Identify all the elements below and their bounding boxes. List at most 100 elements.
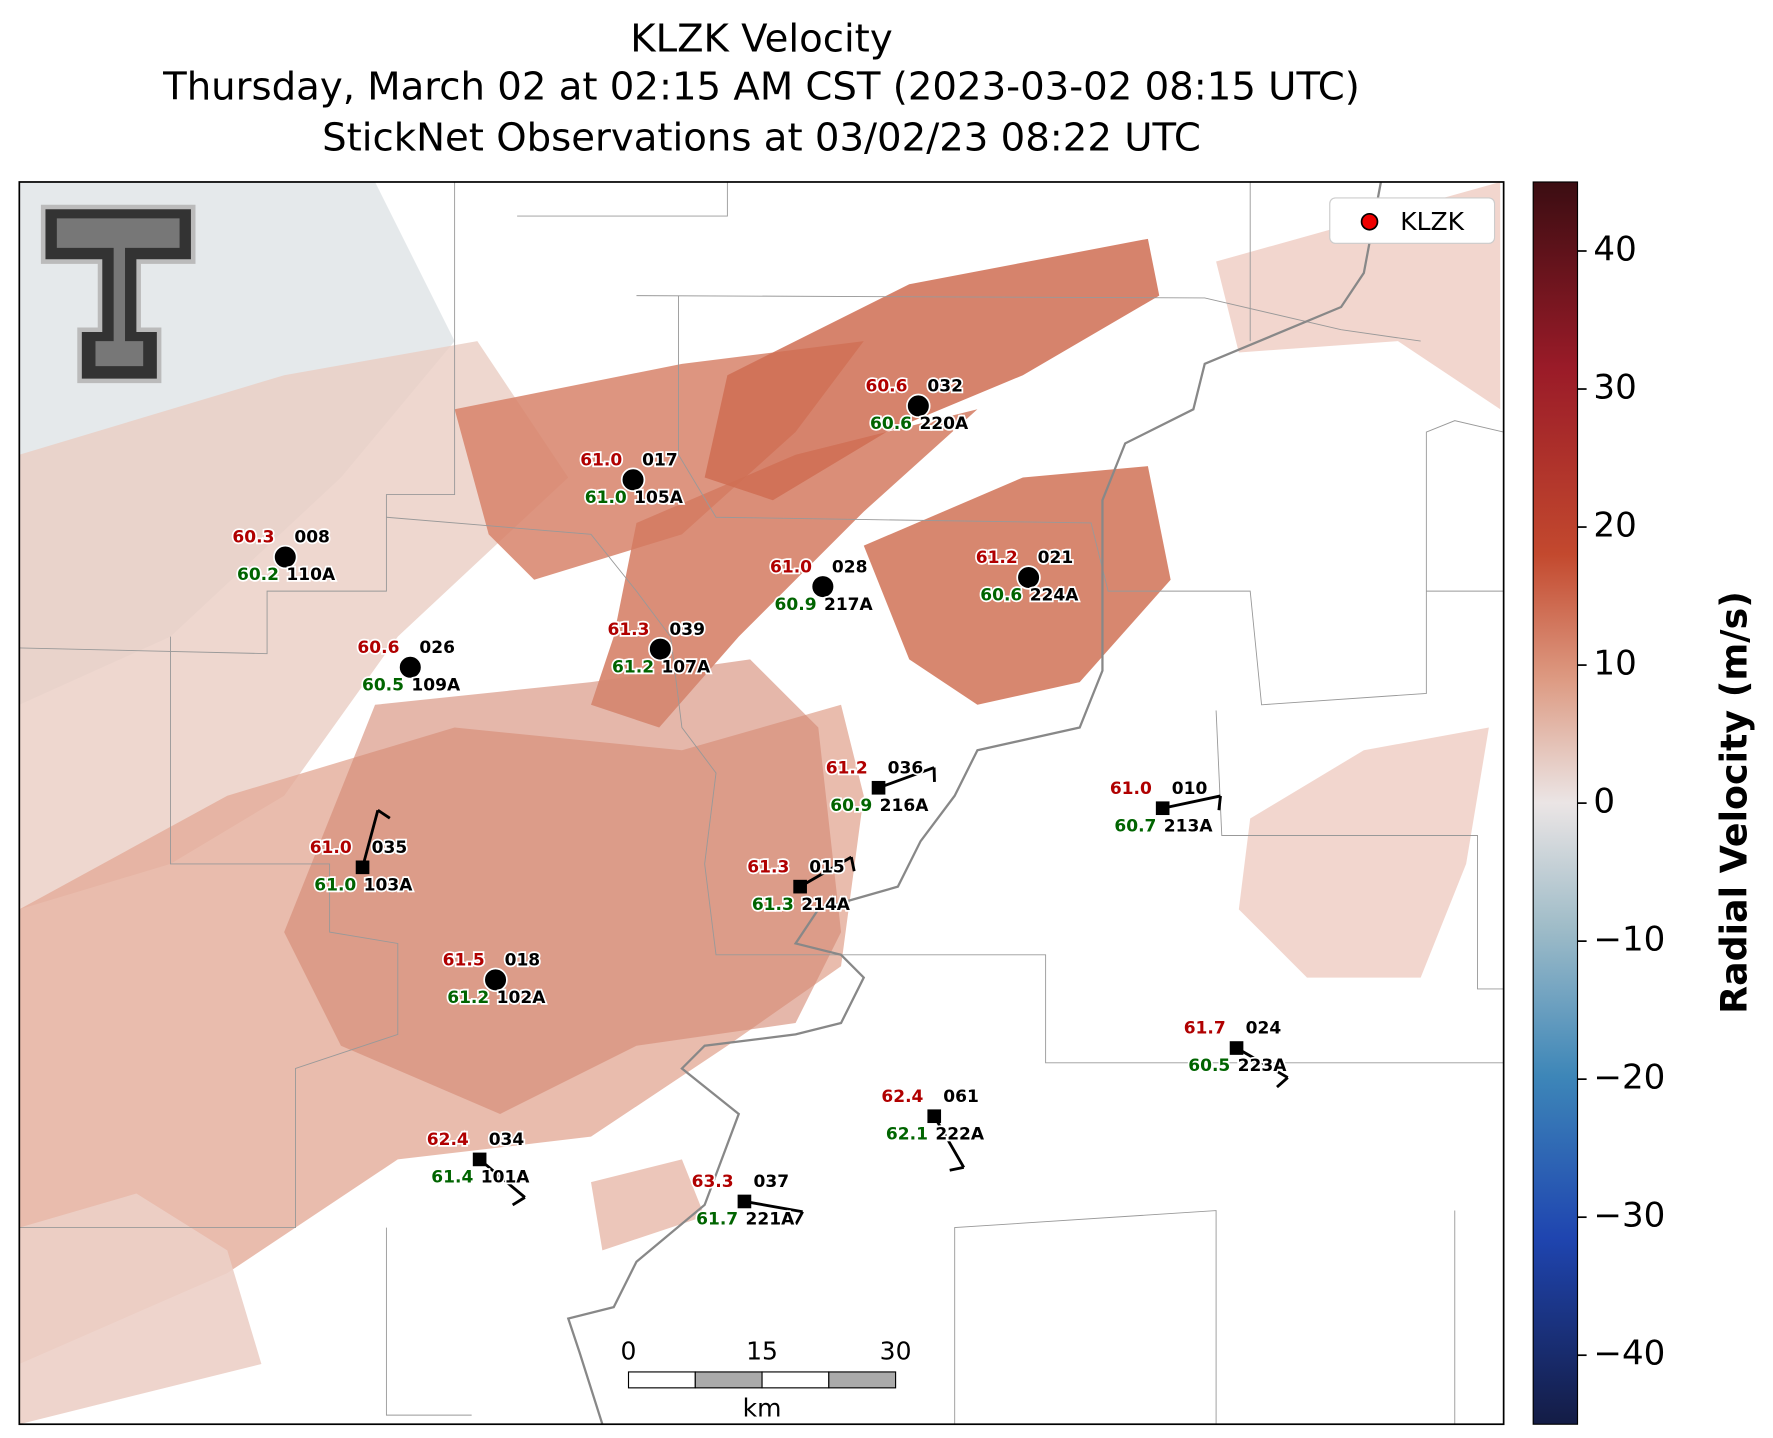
colorbar bbox=[1532, 181, 1579, 1425]
scale-bar: 0 15 30 km bbox=[621, 1337, 912, 1423]
station-red-value: 61.0 bbox=[580, 450, 622, 470]
station-green-value: 60.5 bbox=[1188, 1056, 1230, 1076]
station-green-value: 62.1 bbox=[886, 1124, 928, 1144]
station-code: 037 bbox=[754, 1172, 790, 1192]
subtitle: Thursday, March 02 at 02:15 AM CST (2023… bbox=[162, 64, 1360, 109]
station-red-value: 60.3 bbox=[232, 528, 274, 548]
station-marker bbox=[737, 1194, 752, 1209]
station-id: 110A bbox=[286, 565, 336, 585]
station-id: 224A bbox=[1030, 586, 1080, 606]
station-code: 028 bbox=[832, 557, 868, 577]
station-code: 034 bbox=[489, 1130, 525, 1150]
station-code: 008 bbox=[294, 528, 330, 548]
station-marker bbox=[906, 393, 931, 419]
station-code: 024 bbox=[1246, 1019, 1282, 1039]
colorbar-label: Radial Velocity (m/s) bbox=[1713, 591, 1756, 1014]
wind-barb-flag bbox=[794, 1211, 804, 1226]
station-red-value: 61.2 bbox=[976, 548, 1018, 568]
legend-marker bbox=[1360, 212, 1379, 231]
station-id: 221A bbox=[746, 1210, 796, 1230]
station-marker bbox=[398, 655, 423, 680]
station-code: 021 bbox=[1038, 548, 1074, 568]
station-id: 220A bbox=[919, 414, 969, 434]
station-code: 032 bbox=[927, 377, 963, 397]
station-green-value: 61.0 bbox=[585, 488, 627, 508]
station-id: 214A bbox=[801, 895, 851, 915]
station-red-value: 61.0 bbox=[770, 557, 812, 577]
wind-barb bbox=[361, 809, 380, 868]
logo bbox=[40, 204, 196, 384]
station-marker bbox=[620, 467, 646, 492]
station-red-value: 60.6 bbox=[357, 638, 399, 658]
wind-barb-flag bbox=[949, 1166, 965, 1172]
colorbar-tick-label: 40 bbox=[1593, 229, 1636, 269]
wind-barb-flag bbox=[1276, 1076, 1289, 1089]
map-frame bbox=[18, 181, 1505, 1426]
station-code: 026 bbox=[419, 638, 455, 658]
station-red-value: 61.7 bbox=[1184, 1019, 1226, 1039]
scale-label: 15 bbox=[746, 1337, 778, 1366]
station-id: 109A bbox=[411, 675, 461, 695]
station-id: 222A bbox=[935, 1124, 985, 1144]
station-id: 213A bbox=[1164, 816, 1214, 836]
scale-segment bbox=[828, 1371, 897, 1389]
station-marker bbox=[648, 636, 673, 662]
station-marker bbox=[273, 544, 298, 570]
scale-unit: km bbox=[743, 1393, 782, 1422]
station-id: 103A bbox=[364, 876, 414, 896]
title: KLZK Velocity bbox=[630, 17, 892, 62]
legend-label: KLZK bbox=[1400, 207, 1464, 236]
station-red-value: 61.0 bbox=[1110, 779, 1152, 799]
wind-barb bbox=[744, 1200, 803, 1214]
station-red-value: 62.4 bbox=[427, 1130, 469, 1150]
map-background bbox=[19, 181, 1504, 1425]
station-marker bbox=[483, 967, 508, 993]
station-id: 101A bbox=[481, 1168, 531, 1188]
station-red-value: 61.3 bbox=[747, 857, 789, 877]
station-red-value: 61.5 bbox=[443, 951, 485, 971]
station-marker bbox=[1229, 1041, 1244, 1055]
wind-barb bbox=[933, 1115, 966, 1169]
station-green-value: 61.2 bbox=[612, 657, 654, 677]
wind-barb-flag bbox=[1217, 795, 1222, 811]
colorbar-tick-label: −10 bbox=[1593, 920, 1665, 960]
wind-barb-flag bbox=[377, 809, 391, 820]
colorbar-tick-label: 10 bbox=[1593, 644, 1636, 684]
scale-label: 30 bbox=[880, 1337, 912, 1366]
colorbar-tick-label: 20 bbox=[1593, 506, 1636, 546]
scale-segment bbox=[761, 1371, 830, 1389]
station-marker bbox=[1016, 565, 1041, 590]
wind-barb bbox=[1235, 1046, 1289, 1079]
station-marker bbox=[793, 879, 807, 894]
station-green-value: 60.9 bbox=[775, 595, 817, 615]
station-id: 107A bbox=[661, 657, 711, 677]
station-green-value: 60.6 bbox=[980, 586, 1022, 606]
wind-barb bbox=[799, 855, 853, 888]
station-id: 223A bbox=[1238, 1056, 1288, 1076]
station-code: 010 bbox=[1172, 779, 1208, 799]
station-red-value: 61.3 bbox=[607, 620, 649, 640]
station-green-value: 60.7 bbox=[1114, 816, 1156, 836]
station-red-value: 60.6 bbox=[865, 377, 907, 397]
station-green-value: 60.6 bbox=[870, 414, 912, 434]
colorbar-tick-label: −30 bbox=[1593, 1196, 1665, 1236]
station-code: 035 bbox=[372, 838, 408, 858]
station-green-value: 61.7 bbox=[696, 1210, 738, 1230]
station-green-value: 60.5 bbox=[362, 675, 404, 695]
station-green-value: 61.3 bbox=[752, 895, 794, 915]
stations: 60.3 008 60.2 110A 61.0 017 61.0 105A 60.6 032 60.… bbox=[231, 375, 1289, 1231]
station-red-value: 61.2 bbox=[826, 758, 868, 778]
station-code: 036 bbox=[888, 758, 924, 778]
station-green-value: 60.9 bbox=[830, 796, 872, 816]
station-green-value: 60.2 bbox=[237, 565, 279, 585]
station-green-value: 61.0 bbox=[314, 876, 356, 896]
wind-barb bbox=[478, 1158, 526, 1199]
colorbar-tick-label: −40 bbox=[1593, 1334, 1665, 1374]
scale-label: 0 bbox=[621, 1337, 637, 1366]
station-code: 039 bbox=[669, 620, 705, 640]
wind-barb bbox=[878, 766, 935, 790]
station-red-value: 62.4 bbox=[881, 1087, 923, 1107]
station-marker bbox=[355, 860, 370, 875]
station-marker bbox=[871, 780, 886, 795]
